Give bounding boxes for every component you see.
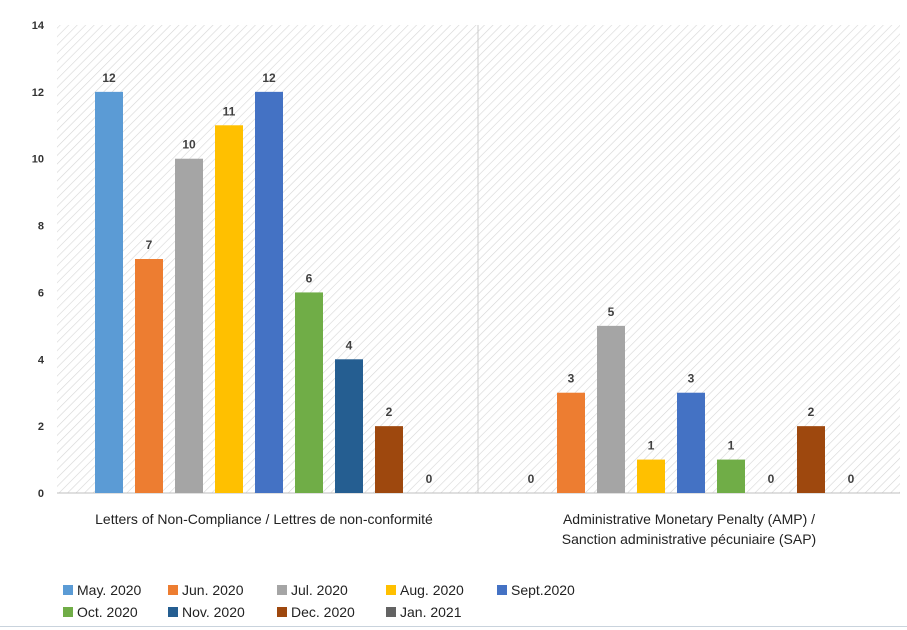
legend-swatch bbox=[63, 607, 73, 617]
y-tick-label: 4 bbox=[38, 354, 45, 366]
legend-swatch bbox=[386, 585, 396, 595]
legend-entry-label: Jul. 2020 bbox=[291, 582, 348, 598]
data-label: 10 bbox=[182, 138, 196, 152]
legend-swatch bbox=[168, 585, 178, 595]
y-tick-label: 12 bbox=[32, 87, 44, 99]
data-label: 0 bbox=[768, 472, 775, 486]
data-label: 7 bbox=[146, 238, 153, 252]
legend-swatch bbox=[277, 607, 287, 617]
bar bbox=[375, 426, 403, 493]
bar bbox=[597, 325, 625, 493]
legend-entry-label: Nov. 2020 bbox=[182, 604, 245, 620]
y-tick-label: 8 bbox=[38, 221, 44, 233]
data-label: 1 bbox=[648, 439, 655, 453]
bar bbox=[175, 158, 203, 493]
bar bbox=[95, 91, 123, 493]
legend-swatch bbox=[497, 585, 507, 595]
legend-swatch bbox=[168, 607, 178, 617]
bottom-divider bbox=[0, 626, 907, 627]
bar bbox=[295, 292, 323, 493]
bar bbox=[255, 91, 283, 493]
y-tick-label: 2 bbox=[38, 421, 44, 433]
y-tick-label: 6 bbox=[38, 287, 44, 299]
data-label: 0 bbox=[426, 472, 433, 486]
bars bbox=[95, 91, 825, 494]
data-label: 2 bbox=[386, 405, 393, 419]
legend-swatch bbox=[277, 585, 287, 595]
data-label: 12 bbox=[102, 71, 116, 85]
data-label: 3 bbox=[688, 372, 695, 386]
data-label: 4 bbox=[346, 338, 353, 352]
category-label: Administrative Monetary Penalty (AMP) / S… bbox=[562, 511, 816, 547]
legend-entry-label: Jun. 2020 bbox=[182, 582, 244, 598]
bar bbox=[557, 392, 585, 493]
data-label: 0 bbox=[528, 472, 535, 486]
bar bbox=[677, 392, 705, 493]
legend-entry-label: Aug. 2020 bbox=[400, 582, 464, 598]
legend-entry-label: May. 2020 bbox=[77, 582, 142, 598]
y-axis: 0 2 4 6 8 10 12 14 bbox=[32, 20, 45, 500]
legend: May. 2020 Jun. 2020 Jul. 2020 Aug. 2020 Sept… bbox=[63, 582, 575, 620]
y-tick-label: 10 bbox=[32, 154, 44, 166]
legend-swatch bbox=[386, 607, 396, 617]
bar bbox=[215, 125, 243, 494]
data-label: 12 bbox=[262, 71, 276, 85]
bar bbox=[797, 426, 825, 493]
data-label: 5 bbox=[608, 305, 615, 319]
data-label: 0 bbox=[848, 472, 855, 486]
bar bbox=[637, 459, 665, 493]
y-tick-label: 0 bbox=[38, 488, 44, 500]
category-label: Letters of Non-Compliance / Lettres de n… bbox=[95, 511, 433, 527]
bar bbox=[135, 259, 163, 493]
data-label: 2 bbox=[808, 405, 815, 419]
data-label: 11 bbox=[223, 104, 236, 118]
legend-entry-label: Sept.2020 bbox=[511, 582, 575, 598]
legend-entry-label: Oct. 2020 bbox=[77, 604, 138, 620]
bar bbox=[335, 359, 363, 493]
bar bbox=[717, 459, 745, 493]
data-label: 3 bbox=[568, 372, 575, 386]
legend-entry-label: Jan. 2021 bbox=[400, 604, 462, 620]
legend-entry-label: Dec. 2020 bbox=[291, 604, 355, 620]
legend-swatch bbox=[63, 585, 73, 595]
data-label: 1 bbox=[728, 439, 735, 453]
data-label: 6 bbox=[306, 271, 313, 285]
category-labels: Letters of Non-Compliance / Lettres de n… bbox=[95, 511, 816, 547]
y-tick-label: 14 bbox=[32, 20, 45, 32]
